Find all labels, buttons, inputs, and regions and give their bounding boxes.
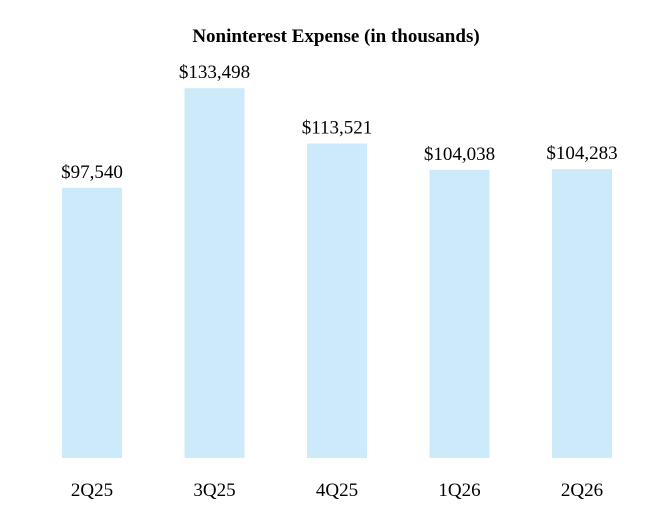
bar-2q26 (552, 169, 612, 458)
bar-1q26 (429, 169, 490, 459)
x-tick-label-2q26: 2Q26 (561, 480, 603, 501)
bar-4q25 (307, 143, 367, 458)
x-tick-label-2q25: 2Q25 (71, 480, 113, 501)
data-label-4q25: $113,521 (302, 118, 373, 139)
data-label-1q26: $104,038 (424, 144, 495, 165)
bar-3q25 (184, 88, 245, 458)
bar-2q25 (62, 187, 122, 459)
x-tick-label-1q26: 1Q26 (438, 480, 480, 501)
data-label-3q25: $133,498 (179, 62, 250, 83)
x-tick-label-4q25: 4Q25 (316, 480, 358, 501)
data-label-2q26: $104,283 (546, 143, 617, 164)
chart-title: Noninterest Expense (in thousands) (192, 26, 480, 47)
data-label-2q25: $97,540 (61, 162, 123, 183)
x-tick-label-3q25: 3Q25 (193, 480, 235, 501)
